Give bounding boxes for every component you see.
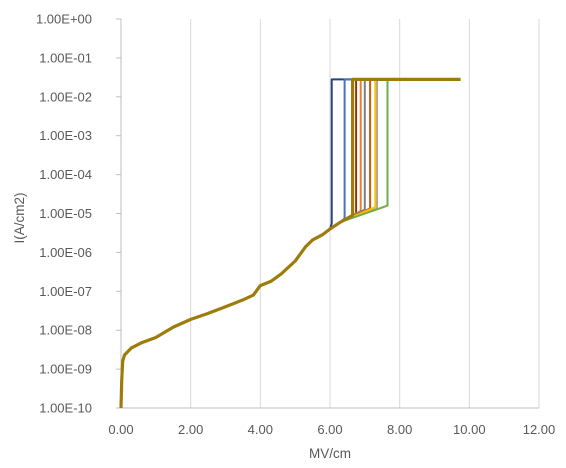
y-tick-label: 1.00E-02 — [39, 89, 92, 104]
y-tick-label: 1.00E-03 — [39, 128, 92, 143]
y-tick-label: 1.00E-07 — [39, 284, 92, 299]
x-tick-label: 2.00 — [178, 422, 203, 437]
x-tick-label: 4.00 — [248, 422, 273, 437]
series-line — [119, 77, 461, 409]
x-tick-label: 12.00 — [523, 422, 556, 437]
axes — [116, 18, 539, 409]
x-tick-label: 6.00 — [317, 422, 342, 437]
y-tick-label: 1.00E-09 — [39, 362, 92, 377]
y-tick-label: 1.00E-10 — [39, 401, 92, 416]
y-tick-labels: 1.00E-10 1.00E-09 1.00E-08 1.00E-07 1.00E-06… — [36, 12, 92, 416]
y-tick-label: 1.00E-08 — [39, 323, 92, 338]
y-axis-title: I(A/cm2) — [12, 192, 27, 243]
x-tick-label: 10.00 — [453, 422, 486, 437]
y-tick-label: 1.00E-06 — [39, 245, 92, 260]
y-tick-label: 1.00E-01 — [39, 50, 92, 65]
y-tick-label: 1.00E+00 — [36, 12, 92, 27]
series-layer — [119, 77, 461, 409]
y-tick-label: 1.00E-04 — [39, 167, 92, 182]
gridlines — [190, 19, 540, 408]
y-tick-label: 1.00E-05 — [39, 206, 92, 221]
x-axis-title: MV/cm — [309, 446, 351, 461]
x-tick-labels: 0.00 2.00 4.00 6.00 8.00 10.00 12.00 — [108, 422, 555, 437]
x-tick-label: 8.00 — [387, 422, 412, 437]
x-tick-label: 0.00 — [108, 422, 133, 437]
